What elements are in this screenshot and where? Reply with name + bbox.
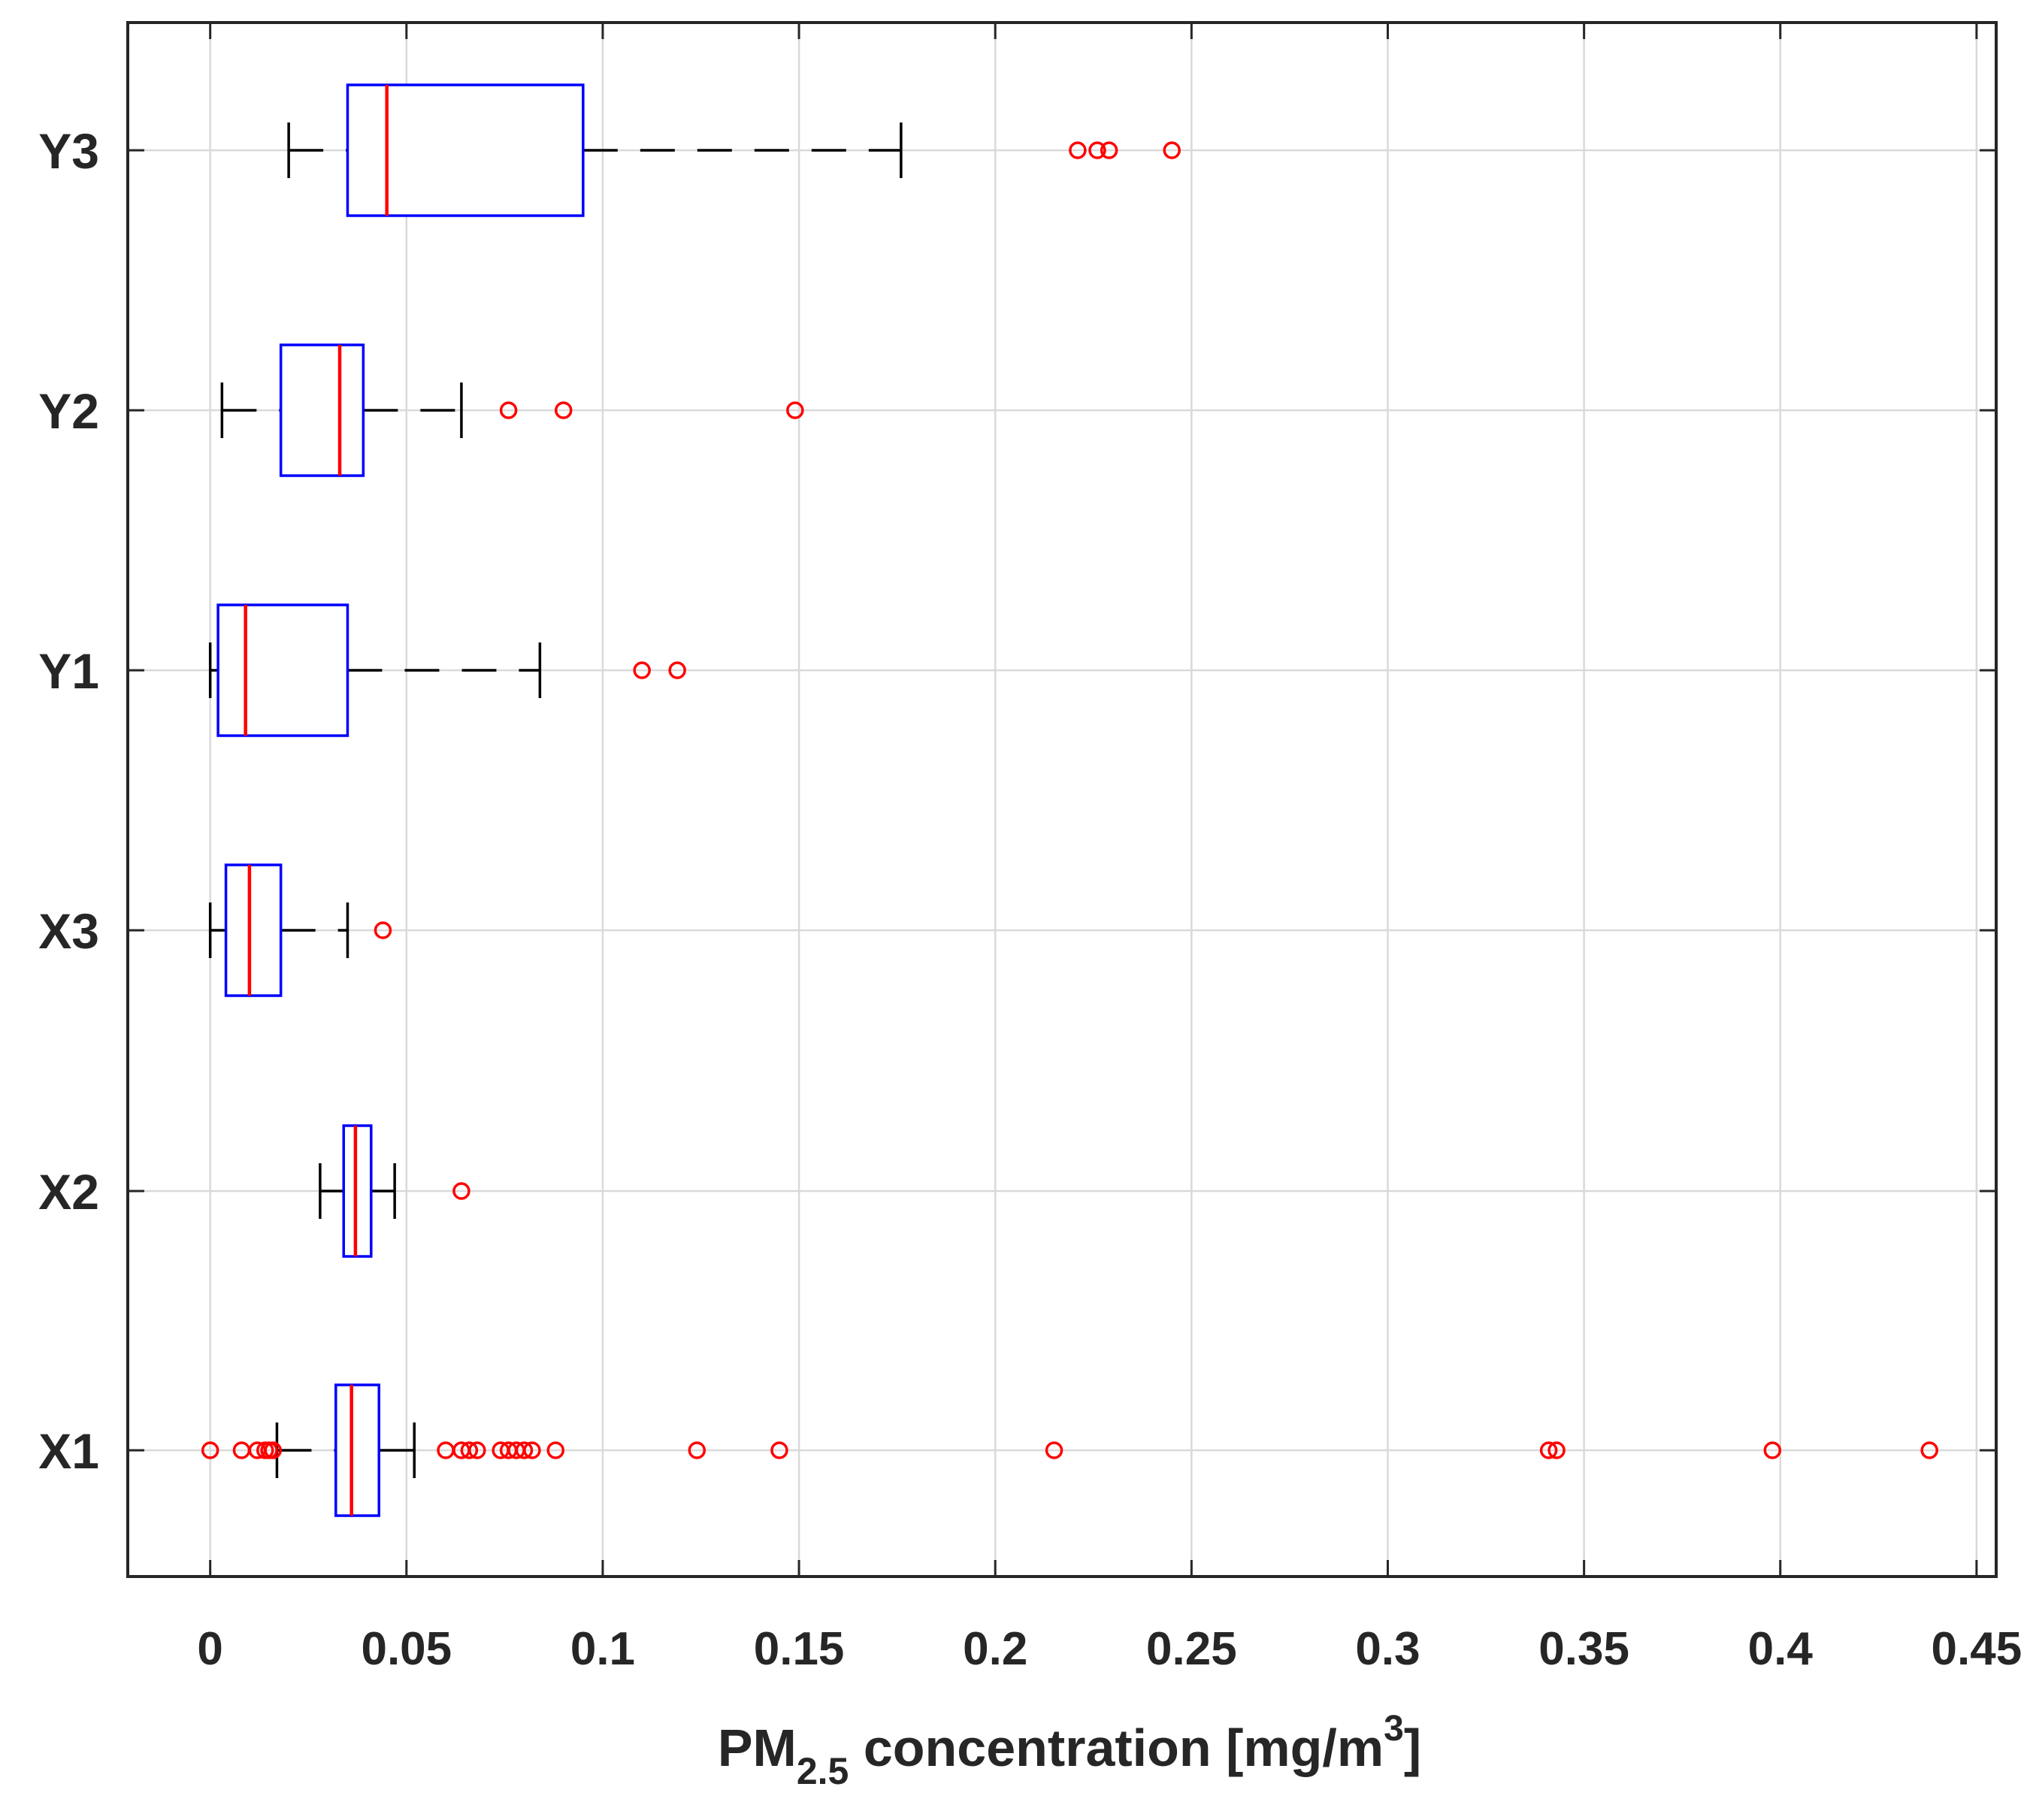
outlier-point <box>264 1441 282 1459</box>
interquartile-box <box>279 343 365 477</box>
x-axis-title-prefix: PM <box>718 1719 797 1777</box>
x-axis-title-suffix: ] <box>1404 1719 1421 1777</box>
outlier-point <box>201 1441 219 1459</box>
outlier-point <box>633 661 651 679</box>
outlier-point <box>523 1441 541 1459</box>
box-x1 <box>201 1383 1938 1517</box>
outlier-point <box>786 401 804 419</box>
box-x2 <box>319 1124 470 1258</box>
box-x3 <box>208 863 392 997</box>
x-tick-label: 0.35 <box>1538 1623 1629 1675</box>
y-tick-label: X2 <box>38 1164 99 1220</box>
outlier-point <box>770 1441 788 1459</box>
outlier-point <box>374 921 392 939</box>
outlier-point <box>688 1441 706 1459</box>
x-tick-label: 0.05 <box>361 1623 452 1675</box>
outlier-point <box>1163 141 1181 159</box>
x-axis-title-superscript: 3 <box>1384 1709 1404 1749</box>
tick-labels: 0 0.05 0.1 0.15 0.2 0.25 0.3 0.35 0.4 0.45 X1 X2 X3 Y… <box>38 123 2022 1675</box>
x-tick-label: 0.1 <box>570 1623 635 1675</box>
interquartile-box <box>346 83 585 217</box>
outlier-point <box>452 1182 470 1200</box>
outlier-point <box>1920 1441 1938 1459</box>
outlier-point <box>1045 1441 1063 1459</box>
outlier-point <box>499 401 518 419</box>
outlier-point <box>668 661 686 679</box>
interquartile-box <box>216 603 349 737</box>
x-tick-label: 0.4 <box>1748 1623 1814 1675</box>
outlier-point <box>468 1441 486 1459</box>
outlier-point <box>1547 1441 1566 1459</box>
x-tick-label: 0.15 <box>754 1623 845 1675</box>
y-tick-label: X1 <box>38 1423 99 1479</box>
outlier-point <box>554 401 573 419</box>
x-axis-title: PM2.5 concentration [mg/m3] <box>718 1709 1421 1792</box>
box-y3 <box>287 83 1181 217</box>
outlier-point <box>1539 1441 1558 1459</box>
box-y1 <box>208 603 686 737</box>
outlier-point <box>515 1441 534 1459</box>
interquartile-box <box>334 1383 381 1517</box>
x-axis-title-subscript: 2.5 <box>797 1750 849 1792</box>
x-tick-label: 0.2 <box>963 1623 1027 1675</box>
axis-ticks <box>128 23 1996 1577</box>
box-series <box>201 83 1938 1517</box>
interquartile-box <box>342 1124 373 1258</box>
y-tick-label: X3 <box>38 903 99 959</box>
x-tick-label: 0 <box>197 1623 222 1675</box>
y-tick-label: Y2 <box>38 383 99 439</box>
x-axis-title-middle: concentration [mg/m <box>849 1719 1384 1777</box>
outlier-point <box>1100 141 1118 159</box>
outlier-point <box>460 1441 479 1459</box>
interquartile-box <box>224 863 283 997</box>
plot-area-frame <box>126 21 1998 1578</box>
x-tick-label: 0.25 <box>1146 1623 1237 1675</box>
outlier-point <box>1069 141 1087 159</box>
box-y2 <box>220 343 804 477</box>
x-tick-label: 0.45 <box>1932 1623 2022 1675</box>
y-tick-label: Y1 <box>38 643 99 699</box>
outlier-point <box>546 1441 565 1459</box>
outlier-point <box>1763 1441 1782 1459</box>
y-tick-label: Y3 <box>38 123 99 179</box>
outlier-point <box>1088 141 1106 159</box>
x-tick-label: 0.3 <box>1355 1623 1420 1675</box>
